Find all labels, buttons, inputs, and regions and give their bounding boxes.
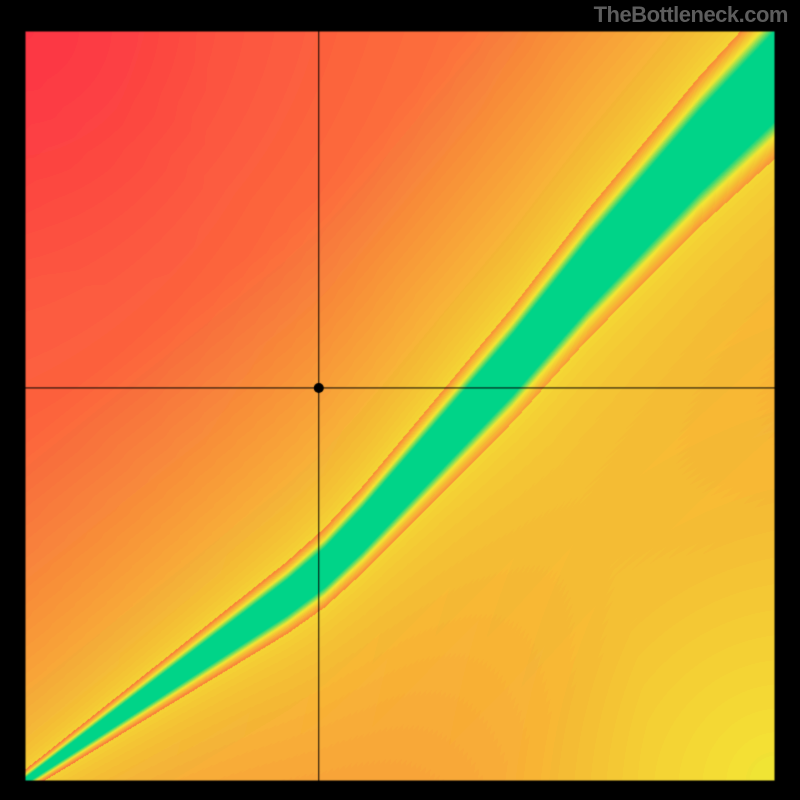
bottleneck-heatmap bbox=[0, 0, 800, 800]
watermark-text: TheBottleneck.com bbox=[594, 2, 788, 28]
